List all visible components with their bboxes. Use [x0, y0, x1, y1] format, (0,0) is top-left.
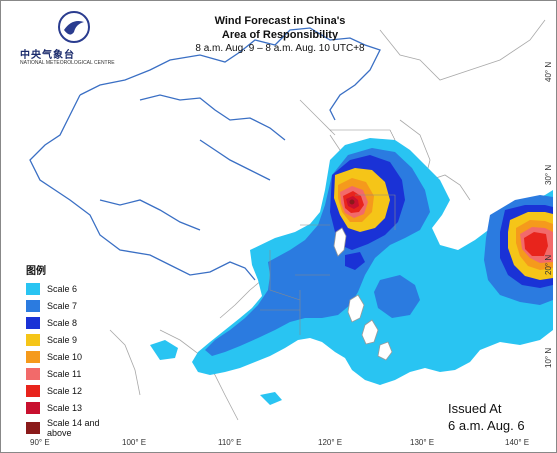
legend-label: Scale 7: [47, 301, 78, 311]
legend-item: Scale 10: [26, 349, 116, 365]
issued-line-1: Issued At: [448, 401, 502, 416]
legend-label: Scale 12: [47, 386, 83, 396]
title-line-2: Area of Responsibility: [221, 29, 339, 41]
legend-label: Scale 8: [47, 318, 78, 328]
legend-swatch: [26, 283, 40, 295]
legend-label: Scale 6: [47, 284, 78, 294]
wind-scale-14-area: [349, 199, 355, 205]
issued-note: Issued At 6 a.m. Aug. 6: [448, 400, 525, 434]
legend-swatch: [26, 402, 40, 414]
legend-item: Scale 6: [26, 281, 116, 297]
issued-line-2: 6 a.m. Aug. 6: [448, 418, 525, 433]
china-border: [29, 27, 381, 281]
latitude-label: 20° N: [544, 254, 553, 275]
latitude-label: 10° N: [544, 347, 553, 368]
latitude-label: 30° N: [544, 164, 553, 185]
legend-label: Scale 9: [47, 335, 78, 345]
longitude-label: 90° E: [30, 438, 50, 447]
legend-item: Scale 9: [26, 332, 116, 348]
legend-swatch: [26, 334, 40, 346]
latitude-label: 40° N: [544, 61, 553, 82]
legend: 图例 Scale 6 Scale 7 Scale 8 Scale 9 Scale…: [26, 262, 116, 440]
legend-item: Scale 7: [26, 298, 116, 314]
legend-item: Scale 8: [26, 315, 116, 331]
legend-item: Scale 12: [26, 383, 116, 399]
legend-label: Scale 14 and above: [47, 418, 100, 438]
logo-chinese-name: 中央气象台: [20, 50, 75, 61]
legend-swatch: [26, 317, 40, 329]
legend-swatch: [26, 368, 40, 380]
legend-swatch: [26, 351, 40, 363]
legend-label: Scale 10: [47, 352, 83, 362]
legend-title: 图例: [26, 266, 46, 277]
logo-english-name: NATIONAL METEOROLOGICAL CENTRE: [20, 60, 115, 66]
legend-swatch: [26, 385, 40, 397]
legend-swatch: [26, 422, 40, 434]
nmc-logo: 中央气象台 NATIONAL METEOROLOGICAL CENTRE: [20, 10, 130, 66]
longitude-label: 120° E: [318, 438, 343, 447]
map-title: Wind Forecast in China's Area of Respons…: [150, 14, 410, 56]
title-line-3: 8 a.m. Aug. 9 – 8 a.m. Aug. 10 UTC+8: [195, 43, 365, 54]
legend-item: Scale 14 and above: [26, 417, 116, 439]
legend-label: Scale 13: [47, 403, 83, 413]
legend-item: Scale 13: [26, 400, 116, 416]
title-line-1: Wind Forecast in China's: [214, 15, 346, 27]
islands: [333, 227, 393, 361]
logo-emblem-icon: [58, 11, 90, 43]
legend-swatch: [26, 300, 40, 312]
longitude-label: 140° E: [505, 438, 530, 447]
sea-area-lines: [260, 129, 396, 335]
longitude-label: 100° E: [122, 438, 147, 447]
legend-item: Scale 11: [26, 366, 116, 382]
longitude-label: 110° E: [218, 438, 242, 447]
legend-label: Scale 11: [47, 369, 82, 379]
longitude-label: 130° E: [410, 438, 435, 447]
